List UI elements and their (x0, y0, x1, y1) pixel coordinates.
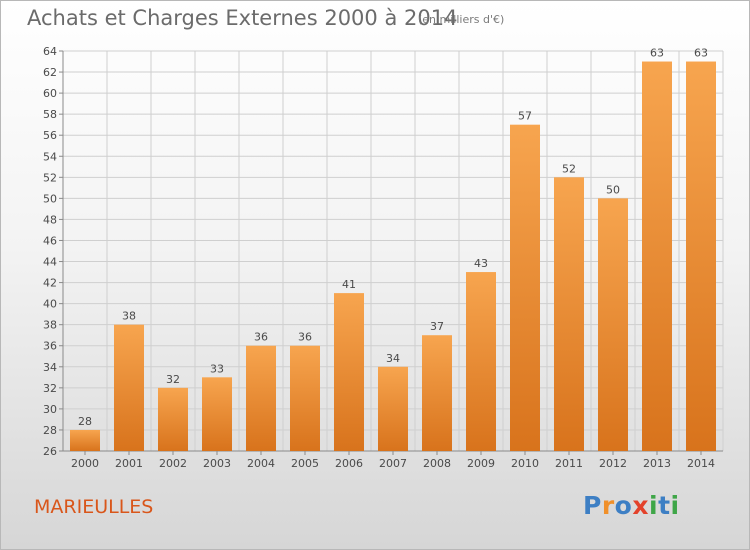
x-tick-label: 2011 (555, 457, 583, 470)
logo-letter: r (601, 491, 615, 520)
x-tick-label: 2003 (203, 457, 231, 470)
logo-letter: t (658, 491, 671, 520)
chart-subtitle: (en milliers d'€) (418, 13, 505, 26)
bar (378, 366, 408, 451)
bar (114, 324, 144, 451)
proxiti-logo[interactable]: Proxiti (583, 491, 680, 520)
y-tick-label: 54 (43, 150, 57, 163)
x-tick-label: 2006 (335, 457, 363, 470)
y-tick-label: 34 (43, 361, 57, 374)
bar (466, 272, 496, 451)
bar (554, 177, 584, 451)
logo-letter: P (583, 491, 602, 520)
bar (290, 345, 320, 451)
y-tick-label: 28 (43, 424, 57, 437)
bar-value-label: 32 (166, 373, 180, 386)
y-tick-label: 30 (43, 403, 57, 416)
x-tick-label: 2007 (379, 457, 407, 470)
logo-letter: i (670, 491, 680, 520)
bar (334, 293, 364, 451)
bar-value-label: 36 (254, 331, 268, 344)
y-tick-label: 32 (43, 382, 57, 395)
bar-value-label: 43 (474, 257, 488, 270)
bar-value-label: 36 (298, 331, 312, 344)
y-tick-label: 46 (43, 234, 57, 247)
bar-value-label: 50 (606, 183, 620, 196)
logo-letter: i (649, 491, 659, 520)
y-tick-label: 40 (43, 298, 57, 311)
x-tick-label: 2014 (687, 457, 715, 470)
y-tick-label: 48 (43, 213, 57, 226)
y-tick-label: 26 (43, 445, 57, 458)
y-tick-label: 64 (43, 45, 57, 58)
x-tick-label: 2005 (291, 457, 319, 470)
bar (510, 124, 540, 452)
y-tick-label: 38 (43, 319, 57, 332)
x-tick-label: 2013 (643, 457, 671, 470)
bar-value-label: 63 (650, 47, 664, 60)
y-tick-label: 44 (43, 256, 57, 269)
x-tick-label: 2008 (423, 457, 451, 470)
bar (642, 61, 672, 452)
bar-value-label: 34 (386, 352, 400, 365)
bar (598, 198, 628, 451)
logo-letter: o (614, 491, 633, 520)
bar (158, 387, 188, 451)
y-tick-label: 52 (43, 171, 57, 184)
y-tick-label: 56 (43, 129, 57, 142)
x-tick-label: 2009 (467, 457, 495, 470)
y-tick-label: 60 (43, 87, 57, 100)
logo-letter: x (632, 491, 649, 520)
bar (202, 377, 232, 451)
y-tick-label: 42 (43, 277, 57, 290)
x-tick-label: 2001 (115, 457, 143, 470)
x-tick-label: 2002 (159, 457, 187, 470)
y-tick-label: 36 (43, 340, 57, 353)
y-tick-label: 58 (43, 108, 57, 121)
y-tick-label: 62 (43, 66, 57, 79)
bar (246, 345, 276, 451)
bar-value-label: 52 (562, 162, 576, 175)
bar-value-label: 57 (518, 110, 532, 123)
bar (686, 61, 716, 452)
x-tick-label: 2012 (599, 457, 627, 470)
bar (70, 429, 100, 451)
bar (422, 335, 452, 451)
x-tick-label: 2010 (511, 457, 539, 470)
x-tick-label: 2000 (71, 457, 99, 470)
bar-value-label: 37 (430, 320, 444, 333)
bar-value-label: 63 (694, 47, 708, 60)
bar-value-label: 33 (210, 362, 224, 375)
labels: 26 28 30 32 34 36 38 40 42 44 46 48 50 52 54 56 58 60 62 64… (43, 45, 715, 470)
municipality-name: MARIEULLES (34, 496, 154, 518)
bar-value-label: 28 (78, 415, 92, 428)
bar-value-label: 41 (342, 278, 356, 291)
bars (70, 61, 716, 452)
x-tick-label: 2004 (247, 457, 275, 470)
chart-title: Achats et Charges Externes 2000 à 2014 (27, 6, 458, 30)
bar-value-label: 38 (122, 310, 136, 323)
y-tick-label: 50 (43, 192, 57, 205)
